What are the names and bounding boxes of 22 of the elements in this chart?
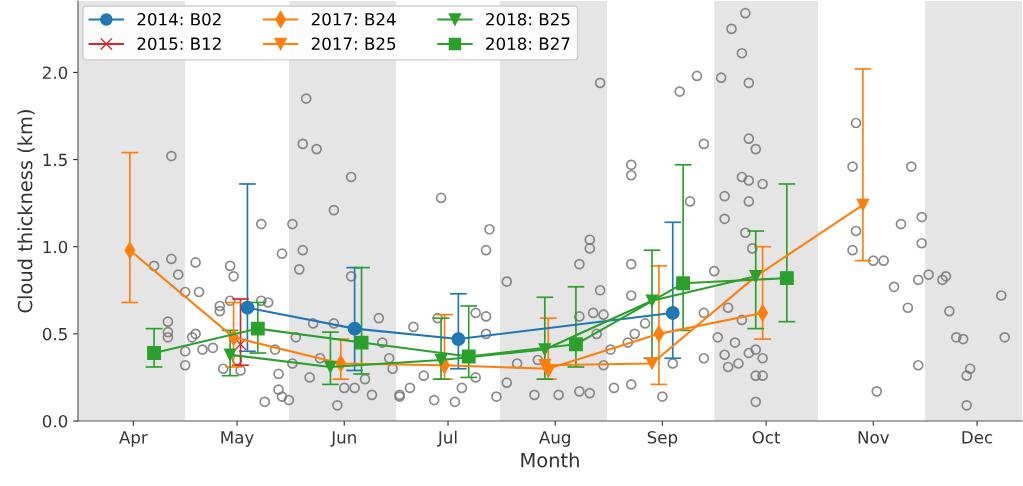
legend-label: 2018: B27: [486, 37, 570, 50]
y-tick-label: 0.0: [42, 414, 68, 428]
y-axis-title: Cloud thickness (km): [17, 110, 35, 313]
legend-label: 2015: B12: [137, 37, 221, 50]
y-tick-label: 1.0: [43, 240, 68, 254]
legend-label: 2014: B02: [137, 12, 221, 26]
x-tick-label: Dec: [962, 431, 993, 444]
x-tick-label: Sep: [647, 431, 678, 447]
y-tick-label: 2.0: [42, 66, 68, 79]
x-tick-label: Apr: [119, 431, 148, 447]
x-tick-label: Nov: [858, 431, 890, 444]
x-tick-label: Jun: [330, 431, 356, 447]
legend-label: 2018: B25: [486, 12, 570, 26]
x-axis-title: Month: [521, 452, 579, 468]
y-tick-label: 1.5: [43, 153, 67, 167]
y-tick-label: 0.5: [42, 327, 67, 341]
x-tick-label: Aug: [539, 431, 570, 447]
x-tick-label: May: [221, 431, 254, 447]
x-tick-label: Oct: [752, 431, 781, 444]
legend-label: 2017: B24: [311, 12, 396, 26]
x-tick-label: Jul: [437, 430, 457, 447]
legend-label: 2017: B25: [311, 37, 396, 50]
